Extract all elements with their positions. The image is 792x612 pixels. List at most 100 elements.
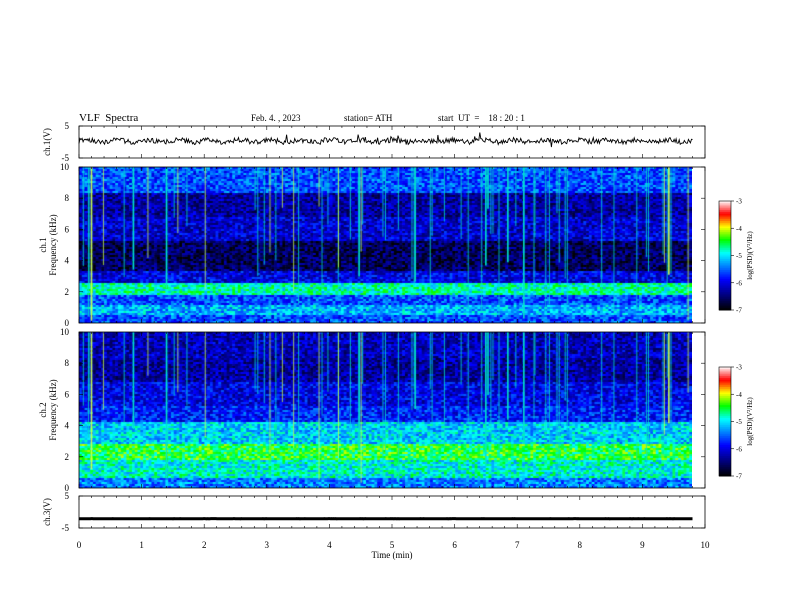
colorbar-cell <box>719 255 731 258</box>
colorbar-cell <box>719 239 731 242</box>
colorbar-cell <box>719 472 731 475</box>
colorbar-cell <box>719 414 731 417</box>
colorbar-cell <box>719 403 731 406</box>
colorbar-cell <box>719 396 731 399</box>
colorbar-cell <box>719 210 731 213</box>
x-tick-label: 2 <box>202 540 207 550</box>
colorbar-cell <box>719 434 731 437</box>
panel-frame-4 <box>78 495 706 529</box>
colorbar-cell <box>719 219 731 222</box>
colorbar-cell <box>719 386 731 390</box>
colorbar-tick-label: -4 <box>736 391 742 399</box>
colorbar-cell <box>719 474 731 477</box>
colorbar-cell <box>719 300 731 304</box>
colorbar-cell <box>719 248 731 251</box>
x-axis-label: Time (min) <box>372 550 413 560</box>
colorbar-cell <box>719 423 731 426</box>
colorbar-cell <box>719 377 731 381</box>
ch1-ylabel: ch.1(V) <box>42 128 52 156</box>
colorbar-cell <box>719 253 731 256</box>
x-tick-label: 7 <box>515 540 520 550</box>
colorbar-cell <box>719 443 731 446</box>
colorbar-cell <box>719 201 731 204</box>
colorbar-cell <box>719 231 731 235</box>
colorbar-cell <box>719 459 731 462</box>
ch1-y-tick-label: -5 <box>62 153 70 163</box>
colorbar-cell <box>719 446 731 450</box>
colorbar-cell <box>719 291 731 295</box>
colorbar-cell <box>719 308 731 311</box>
colorbar-tick-label: -5 <box>736 418 742 426</box>
colorbar-cell <box>719 432 731 435</box>
colorbar-cell <box>719 392 731 395</box>
ch2-freq-ylabel: Frequency (kHz) <box>48 379 58 440</box>
colorbar-cell <box>719 406 731 410</box>
colorbar-tick-label: -6 <box>736 279 742 287</box>
colorbar-cell <box>719 271 731 275</box>
colorbar-cell <box>719 383 731 386</box>
x-tick-label: 10 <box>701 540 711 550</box>
colorbar-cell <box>719 275 731 278</box>
colorbar-cell <box>719 259 731 262</box>
ch2-freq-y-tick-label: 8 <box>65 358 70 368</box>
colorbar-cell <box>719 368 731 372</box>
colorbar-cell <box>719 244 731 247</box>
colorbar-cell <box>719 408 731 412</box>
ch2-freq-y-tick-label: 6 <box>65 389 70 399</box>
ch1-spectrogram-image-group-image <box>79 167 692 323</box>
colorbar-cell <box>719 290 731 293</box>
colorbar-cell <box>719 456 731 459</box>
ch1-freq-y-tick-label: 10 <box>60 162 70 172</box>
colorbar-cell <box>719 282 731 286</box>
ch2-freq-y-tick-label: 0 <box>65 483 70 493</box>
colorbar-cell <box>719 465 731 468</box>
colorbar-cell <box>719 202 731 206</box>
station-label: station= ATH <box>344 113 393 123</box>
colorbar-cell <box>719 426 731 430</box>
colorbar-cell <box>719 213 731 217</box>
colorbar-cell <box>719 436 731 439</box>
colorbar-cell <box>719 410 731 413</box>
colorbar-cell <box>719 286 731 289</box>
colorbar-cell <box>719 450 731 453</box>
colorbar-cell <box>719 242 731 246</box>
colorbar-cell <box>719 284 731 287</box>
colorbar-cell <box>719 233 731 237</box>
colorbar-cell <box>719 417 731 421</box>
colorbar-cell <box>719 220 731 224</box>
colorbar-cell <box>719 273 731 276</box>
colorbar-cell <box>719 299 731 302</box>
colorbar-cell <box>719 381 731 384</box>
colorbar-cell <box>719 230 731 233</box>
colorbar-tick-label: -5 <box>736 252 742 260</box>
x-tick-label: 0 <box>77 540 82 550</box>
colorbar-cell <box>719 430 731 433</box>
x-tick-label: 9 <box>640 540 645 550</box>
colorbar-cell <box>719 454 731 457</box>
colorbar-tick-label: -6 <box>736 445 742 453</box>
colorbar-cell <box>719 448 731 452</box>
x-tick-label: 1 <box>139 540 144 550</box>
x-tick-label: 6 <box>452 540 457 550</box>
ch2-freq-y-tick-label: 4 <box>65 421 70 431</box>
colorbar-cell <box>719 206 731 209</box>
colorbar-cell <box>719 428 731 432</box>
colorbar-cell <box>719 306 731 309</box>
ch1-freq-y-tick-label: 0 <box>65 318 70 328</box>
colorbar-cell <box>719 463 731 466</box>
colorbar-cell <box>719 226 731 229</box>
colorbar-cell <box>719 461 731 464</box>
colorbar-cell <box>719 304 731 307</box>
colorbar-tick-label: -7 <box>736 307 742 315</box>
colorbar-cell <box>719 421 731 424</box>
ch2-freq-ylabel: ch.2 <box>38 402 48 417</box>
x-tick-label: 5 <box>390 540 395 550</box>
colorbar-cell <box>719 439 731 442</box>
colorbar-cell <box>719 228 731 231</box>
colorbar-cell <box>719 280 731 284</box>
colorbar-cell <box>719 240 731 244</box>
colorbar-cell <box>719 367 731 370</box>
ch1-freq-y-tick-label: 4 <box>65 256 70 266</box>
colorbar-cell <box>719 279 731 282</box>
colorbar-cell <box>719 288 731 291</box>
